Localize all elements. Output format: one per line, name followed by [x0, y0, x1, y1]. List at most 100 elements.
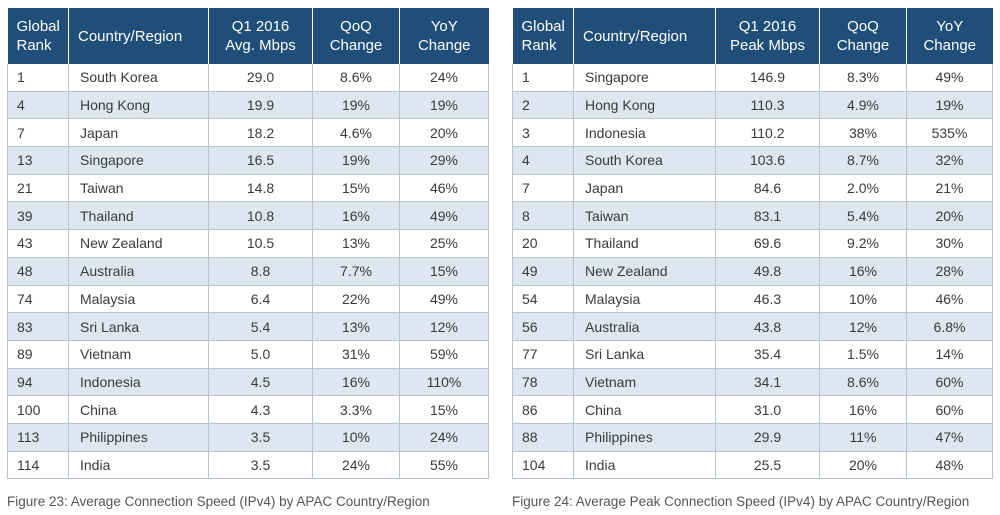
cell-yoy: 47% [906, 423, 993, 452]
cell-value: 31.0 [715, 395, 820, 424]
cell-value: 19.9 [208, 91, 313, 120]
cell-country: Australia [68, 257, 209, 286]
table-row: 39 Thailand 10.8 16% 49% [7, 201, 489, 231]
table-row: 77 Sri Lanka 35.4 1.5% 14% [512, 340, 993, 369]
cell-rank: 74 [7, 285, 69, 314]
column-header-qoq: QoQ Change [819, 8, 907, 64]
cell-value: 18.2 [208, 118, 313, 148]
cell-qoq: 16% [312, 368, 400, 397]
cell-yoy: 24% [399, 423, 489, 452]
table-row: 2 Hong Kong 110.3 4.9% 19% [512, 91, 993, 120]
cell-yoy: 55% [399, 451, 489, 480]
cell-country: India [68, 451, 209, 480]
table-row: 1 Singapore 146.9 8.3% 49% [512, 64, 993, 92]
table-row: 88 Philippines 29.9 11% 47% [512, 423, 993, 452]
cell-qoq: 31% [312, 340, 400, 369]
cell-rank: 7 [7, 118, 69, 148]
table-row: 13 Singapore 16.5 19% 29% [7, 146, 489, 175]
table-row: 8 Taiwan 83.1 5.4% 20% [512, 201, 993, 231]
cell-yoy: 28% [906, 257, 993, 286]
table-row: 83 Sri Lanka 5.4 13% 12% [7, 312, 489, 341]
cell-yoy: 15% [399, 395, 489, 424]
cell-qoq: 4.9% [819, 91, 907, 120]
cell-yoy: 24% [399, 64, 489, 92]
cell-rank: 20 [512, 229, 574, 258]
table-row: 7 Japan 84.6 2.0% 21% [512, 174, 993, 203]
cell-yoy: 25% [399, 229, 489, 258]
table-row: 7 Japan 18.2 4.6% 20% [7, 118, 489, 148]
cell-value: 29.9 [715, 423, 820, 452]
cell-rank: 2 [512, 91, 574, 120]
cell-value: 4.5 [208, 368, 313, 397]
cell-country: Indonesia [573, 118, 716, 148]
cell-rank: 113 [7, 423, 69, 452]
cell-value: 110.3 [715, 91, 820, 120]
cell-yoy: 46% [906, 285, 993, 314]
cell-country: New Zealand [573, 257, 716, 286]
cell-yoy: 49% [906, 64, 993, 92]
cell-value: 110.2 [715, 118, 820, 148]
table-row: 100 China 4.3 3.3% 15% [7, 395, 489, 424]
figure-caption: Figure 23: Average Connection Speed (IPv… [7, 494, 430, 509]
cell-yoy: 19% [906, 91, 993, 120]
column-header-country: Country/Region [573, 8, 716, 64]
cell-rank: 3 [512, 118, 574, 148]
cell-country: Thailand [573, 229, 716, 258]
cell-qoq: 38% [819, 118, 907, 148]
cell-value: 10.5 [208, 229, 313, 258]
cell-rank: 86 [512, 395, 574, 424]
cell-rank: 21 [7, 174, 69, 203]
cell-yoy: 6.8% [906, 312, 993, 341]
cell-rank: 1 [512, 64, 574, 92]
peak-speed-table: Global Rank Country/Region Q1 2016 Peak Mbps… [512, 8, 993, 480]
cell-country: Sri Lanka [573, 340, 716, 369]
cell-qoq: 11% [819, 423, 907, 452]
cell-yoy: 46% [399, 174, 489, 203]
cell-yoy: 48% [906, 451, 993, 480]
cell-qoq: 24% [312, 451, 400, 480]
cell-value: 146.9 [715, 64, 820, 92]
cell-qoq: 9.2% [819, 229, 907, 258]
cell-country: Taiwan [573, 201, 716, 231]
table-row: 4 Hong Kong 19.9 19% 19% [7, 91, 489, 120]
cell-rank: 114 [7, 451, 69, 480]
cell-country: New Zealand [68, 229, 209, 258]
cell-country: Philippines [573, 423, 716, 452]
cell-qoq: 13% [312, 312, 400, 341]
cell-value: 25.5 [715, 451, 820, 480]
table-row: 54 Malaysia 46.3 10% 46% [512, 285, 993, 314]
cell-rank: 4 [512, 146, 574, 175]
table-header-row: Global Rank Country/Region Q1 2016 Peak Mbps… [512, 8, 993, 64]
cell-qoq: 12% [819, 312, 907, 341]
cell-qoq: 13% [312, 229, 400, 258]
table-row: 1 South Korea 29.0 8.6% 24% [7, 64, 489, 92]
cell-qoq: 20% [819, 451, 907, 480]
cell-qoq: 5.4% [819, 201, 907, 231]
cell-qoq: 8.6% [312, 64, 400, 92]
cell-value: 6.4 [208, 285, 313, 314]
cell-country: Malaysia [573, 285, 716, 314]
cell-country: Hong Kong [573, 91, 716, 120]
cell-rank: 83 [7, 312, 69, 341]
cell-value: 35.4 [715, 340, 820, 369]
table-row: 56 Australia 43.8 12% 6.8% [512, 312, 993, 341]
cell-yoy: 49% [399, 201, 489, 231]
cell-country: Thailand [68, 201, 209, 231]
cell-value: 83.1 [715, 201, 820, 231]
cell-country: Vietnam [573, 368, 716, 397]
cell-qoq: 1.5% [819, 340, 907, 369]
cell-rank: 4 [7, 91, 69, 120]
cell-qoq: 19% [312, 91, 400, 120]
cell-yoy: 20% [399, 118, 489, 148]
cell-value: 3.5 [208, 451, 313, 480]
cell-country: India [573, 451, 716, 480]
cell-qoq: 7.7% [312, 257, 400, 286]
cell-qoq: 8.6% [819, 368, 907, 397]
table-row: 94 Indonesia 4.5 16% 110% [7, 368, 489, 397]
cell-value: 8.8 [208, 257, 313, 286]
cell-country: Japan [573, 174, 716, 203]
cell-qoq: 8.3% [819, 64, 907, 92]
cell-yoy: 60% [906, 395, 993, 424]
cell-yoy: 20% [906, 201, 993, 231]
cell-yoy: 12% [399, 312, 489, 341]
